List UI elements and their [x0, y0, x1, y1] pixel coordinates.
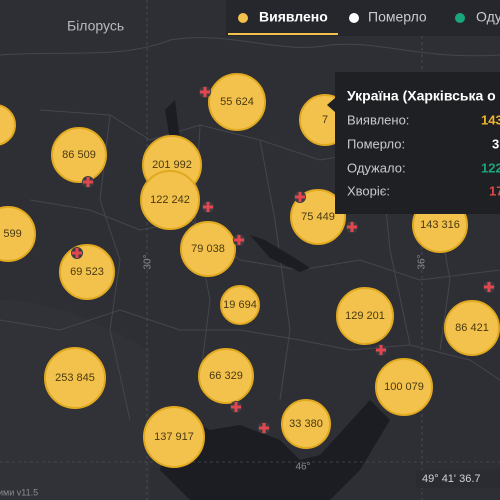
tooltip-value: 17: [489, 183, 500, 198]
cluster-bubble[interactable]: [51, 127, 107, 183]
cluster-label: 86 421: [455, 322, 489, 334]
tooltip-value: 3: [492, 136, 499, 151]
cluster-label: 137 917: [154, 431, 194, 443]
graticule-label: 30°: [143, 254, 154, 269]
cluster-bubble[interactable]: [198, 348, 254, 404]
tab-bar: Виявлено Померло Одужало: [226, 0, 500, 36]
tab[interactable]: Померло: [368, 9, 427, 25]
cluster-bubble[interactable]: [281, 399, 331, 449]
cluster-bubble[interactable]: [444, 300, 500, 356]
cluster-bubble[interactable]: [375, 358, 433, 416]
hospital-icons: [71, 86, 495, 434]
cluster-bubble[interactable]: [180, 221, 236, 277]
clusters: 55 624 86 509 201 992 122 242 75 449 79 038 69…: [0, 73, 500, 468]
active-tab-underline: [228, 33, 338, 35]
tab-dot: [455, 13, 465, 23]
cluster-bubble[interactable]: [220, 285, 260, 325]
cluster-bubble[interactable]: [0, 206, 36, 262]
tooltip-value: 122: [481, 160, 500, 175]
cluster-label: 86 509: [62, 149, 96, 161]
cluster-label: 253 845: [55, 372, 95, 384]
tab[interactable]: Одужало: [476, 9, 500, 25]
tooltip-box: [335, 72, 500, 214]
cluster-label: 100 079: [384, 381, 424, 393]
cluster-label: 129 201: [345, 310, 385, 322]
tab-dot: [238, 13, 248, 23]
tab[interactable]: Виявлено: [259, 9, 328, 25]
country-label: Білорусь: [67, 18, 124, 34]
cluster-label: 75 449: [301, 211, 335, 223]
cluster-bubble[interactable]: [336, 287, 394, 345]
cluster-label: 69 523: [70, 266, 104, 278]
cluster-label: 201 992: [152, 159, 192, 171]
cluster-label: 33 380: [289, 418, 323, 430]
tooltip: Україна (Харківська о Виявлено: 143 Поме…: [327, 72, 500, 214]
tooltip-label: Виявлено:: [347, 112, 409, 127]
cluster-bubble[interactable]: [44, 347, 106, 409]
coordinates-box: [416, 470, 500, 488]
cluster-bubble[interactable]: [140, 170, 200, 230]
tab-dot: [349, 13, 359, 23]
tab-bar-background: [226, 0, 500, 36]
cluster-label: 122 242: [150, 194, 190, 206]
cluster-label: 19 694: [223, 299, 257, 311]
tooltip-label: Одужало:: [347, 160, 406, 175]
cluster-bubble[interactable]: [0, 104, 16, 146]
cluster-bubble[interactable]: [290, 189, 346, 245]
tooltip-title: Україна (Харківська о: [347, 88, 496, 104]
cluster-bubble[interactable]: [59, 244, 115, 300]
graticule-label: 46°: [295, 462, 310, 473]
tooltip-pointer: [327, 98, 335, 112]
graticule-label: 36°: [417, 254, 428, 269]
cluster-label: 143 316: [420, 219, 460, 231]
version-label: ими v11.5: [0, 487, 38, 497]
cluster-bubble[interactable]: [208, 73, 266, 131]
tooltip-value: 143: [481, 112, 500, 127]
cluster-label: 66 329: [209, 370, 243, 382]
cluster-label: 6 599: [0, 228, 22, 240]
tooltip-label: Померло:: [347, 136, 405, 151]
cluster-bubble[interactable]: [143, 406, 205, 468]
coordinates: 49° 41' 36.7: [422, 473, 481, 485]
cluster-label: 7: [322, 114, 328, 126]
cluster-label: 79 038: [191, 243, 225, 255]
cluster-label: 55 624: [220, 96, 254, 108]
tooltip-label: Хворіє:: [347, 183, 390, 198]
